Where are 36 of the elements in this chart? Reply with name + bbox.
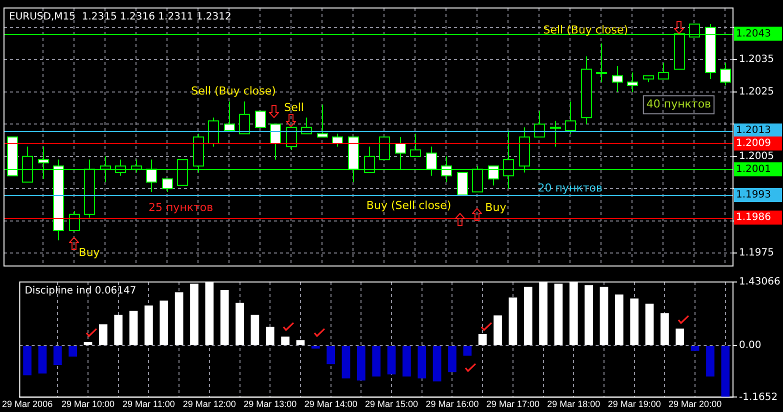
annotation: Sell (Buy close)	[191, 84, 276, 98]
chart-title: EURUSD,M15 1.2315 1.2316 1.2311 1.2312	[9, 12, 232, 23]
chart-title: Discipline ind 0.06147	[24, 286, 136, 297]
y-tick-label: 1.2025	[739, 86, 774, 98]
ref-line-label: 1.2043	[736, 28, 771, 40]
x-tick-label: 29 Mar 17:00	[486, 399, 540, 410]
ref-line-label: 1.2009	[736, 138, 771, 150]
x-tick-label: 29 Mar 2006	[2, 399, 53, 410]
y-tick-label: 1.1975	[739, 248, 774, 259]
ref-line-label: 1.2001	[736, 164, 771, 175]
ref-line-label: 1.1986	[736, 212, 771, 224]
annotation: 40 пунктов	[646, 98, 712, 111]
x-tick-label: 29 Mar 11:00	[122, 399, 175, 410]
annotation: Buy	[78, 246, 100, 259]
ref-line-label: 1.2013	[736, 125, 771, 136]
y-tick-label: -1.1652	[739, 392, 778, 403]
annotation: 25 пунктов	[148, 200, 214, 214]
x-tick-label: 29 Mar 18:00	[547, 399, 600, 410]
x-tick-label: 29 Mar 15:00	[365, 399, 418, 410]
x-tick-label: 29 Mar 12:00	[182, 399, 236, 410]
ref-line-label: 1.1993	[736, 190, 771, 201]
annotation: Buy (Sell close)	[366, 199, 452, 212]
annotation: Sell	[284, 100, 304, 114]
annotation: Buy	[485, 200, 507, 214]
x-tick-label: 29 Mar 10:00	[61, 399, 115, 410]
annotation: 20 пунктов	[538, 181, 602, 194]
x-tick-label: 29 Mar 20:00	[668, 399, 722, 410]
annotation: Sell (Buy close)	[543, 23, 628, 36]
x-tick-label: 29 Mar 13:00	[244, 399, 297, 410]
x-tick-label: 29 Mar 16:00	[426, 399, 479, 410]
y-tick-label: 0.00	[739, 340, 762, 352]
y-tick-label: 1.2035	[739, 54, 774, 66]
x-tick-label: 29 Mar 14:00	[304, 399, 358, 410]
y-tick-label: 1.43066	[739, 276, 780, 288]
y-tick-label: 1.2005	[739, 150, 774, 162]
x-tick-label: 29 Mar 19:00	[608, 399, 661, 410]
